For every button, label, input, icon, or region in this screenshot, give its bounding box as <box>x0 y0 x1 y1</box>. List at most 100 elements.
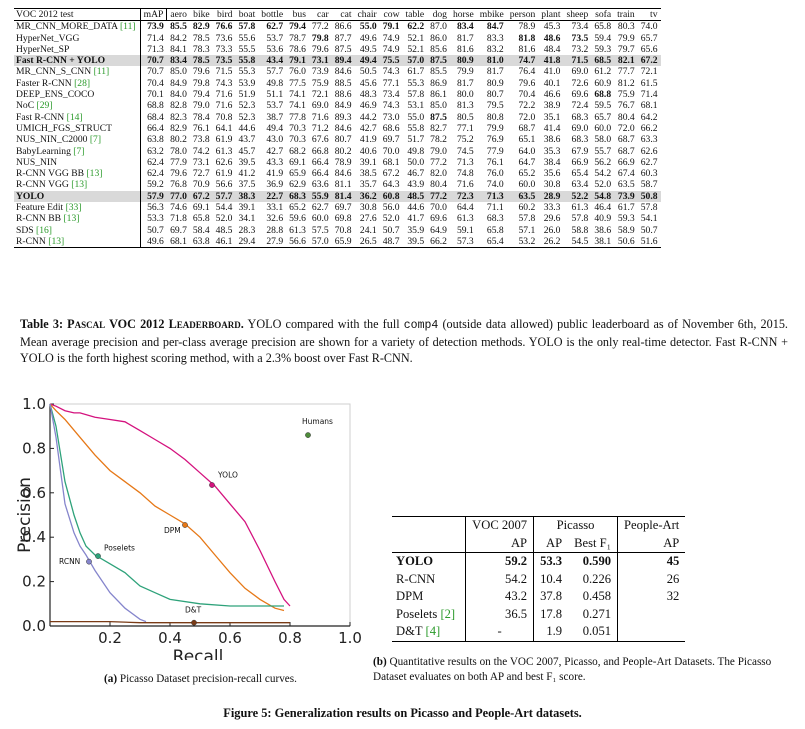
table-row: MR_CNN_MORE_DATA [11] 73.9 85.5 82.9 76.6 57.… <box>14 20 661 33</box>
score-cell: 84.9 <box>170 77 187 89</box>
score-cell: 84.6 <box>334 168 352 180</box>
score-cell: 84.7 <box>486 21 504 33</box>
score-cell: 57.7 <box>212 190 236 203</box>
score-cell: 81.8 <box>518 32 536 44</box>
score-cell: 30.8 <box>359 202 377 214</box>
score-cell: 74.6 <box>170 202 187 214</box>
score-cell: 73.4 <box>571 21 589 33</box>
series-marker-yolo <box>209 482 215 488</box>
score-cell: 52.1 <box>407 43 425 55</box>
score-cell: 72.1 <box>311 89 329 101</box>
score-cell: 76.7 <box>617 100 635 112</box>
score-cell: 38.1 <box>594 235 612 247</box>
score-cell: 63.3 <box>640 134 658 146</box>
score-cell: 26.0 <box>543 224 561 236</box>
score-cell: 43.7 <box>238 134 256 146</box>
method-label: Fast R-CNN + YOLO <box>16 55 106 67</box>
subfigure-a-text: Picasso Dataset precision-recall curves. <box>117 673 297 685</box>
score-cell: 71.5 <box>563 55 592 67</box>
score-cell: 73.0 <box>382 111 400 123</box>
column-header: boat <box>238 9 256 20</box>
score-cell: 72.4 <box>571 100 589 112</box>
score-cell: 50.8 <box>637 190 661 203</box>
x-tick-label: 1.0 <box>338 629 362 647</box>
citation-link[interactable]: [11] <box>93 66 110 78</box>
method-label: Poselets <box>396 606 441 621</box>
method-label: BabyLearning <box>16 145 74 157</box>
citation-link[interactable]: [2] <box>440 606 456 621</box>
score-cell: 65.8 <box>486 224 504 236</box>
column-header: table <box>405 9 425 20</box>
score-cell: 44.2 <box>359 111 377 123</box>
score-cell: 80.8 <box>486 111 504 123</box>
citation-link[interactable]: [13] <box>71 179 88 191</box>
citation-link[interactable]: [7] <box>73 145 85 157</box>
score-cell: 43.9 <box>407 179 425 191</box>
score-cell: 55.6 <box>238 32 256 44</box>
score-cell: 58.0 <box>594 134 612 146</box>
score-cell: 48.5 <box>402 190 428 203</box>
series-marker-humans <box>305 432 311 438</box>
citation-link[interactable]: [13] <box>86 168 103 180</box>
score-cell: 26.5 <box>359 235 377 247</box>
table-row: YOLO 57.9 77.0 67.2 57.7 38.3 22.7 68.3 55.9 81.4… <box>14 190 661 203</box>
x-tick-label: 0.4 <box>158 629 182 647</box>
score-cell: 79.8 <box>192 77 210 89</box>
series-line-d-t <box>50 620 290 624</box>
table3-caption-text1: YOLO compared with the full <box>243 317 404 331</box>
score-cell: 40.9 <box>594 213 612 225</box>
score-cell: 85.6 <box>430 43 447 55</box>
score-cell: 58.4 <box>192 224 210 236</box>
score-cell: 73.9 <box>147 21 164 33</box>
score-cell: 0.051 <box>568 623 619 642</box>
score-cell: 80.9 <box>486 77 504 89</box>
method-name: R-CNN BB [13] <box>14 213 141 225</box>
score-cell: 68.7 <box>617 145 635 157</box>
column-header: bike <box>193 9 210 20</box>
score-cell: 81.1 <box>334 179 352 191</box>
method-label: Fast R-CNN <box>16 111 67 123</box>
citation-link[interactable]: [33] <box>65 202 82 214</box>
series-line-dpm <box>49 403 285 612</box>
score-cell: 62.6 <box>215 156 233 168</box>
series-line-rcnn <box>49 403 147 623</box>
citation-link[interactable]: [7] <box>89 134 102 146</box>
score-cell: 72.6 <box>571 77 589 89</box>
table-row: DEEP_ENS_COCO 70.1 84.0 79.4 71.6 51.9 51.1 74.… <box>14 89 661 101</box>
score-cell: 73.5 <box>212 55 236 67</box>
score-cell: 38.7 <box>266 111 284 123</box>
score-cell: 71.5 <box>215 66 233 78</box>
score-cell: 76.9 <box>486 134 504 146</box>
score-cell: 56.0 <box>382 202 400 214</box>
table-row: YOLO 59.2 53.3 0.590 45 <box>392 552 685 571</box>
citation-link[interactable]: [4] <box>425 624 441 638</box>
score-cell: 63.5 <box>506 190 539 203</box>
score-cell: 60.3 <box>640 168 658 180</box>
score-cell: 48.5 <box>215 224 233 236</box>
score-cell: 39.5 <box>238 156 256 168</box>
score-cell: 77.2 <box>430 156 447 168</box>
score-cell: 68.3 <box>286 190 309 203</box>
score-cell: 59.3 <box>617 213 635 225</box>
score-cell: 41.7 <box>407 213 425 225</box>
score-cell: 77.1 <box>382 77 400 89</box>
citation-link[interactable]: [11] <box>119 21 136 33</box>
citation-link[interactable]: [29] <box>36 100 53 112</box>
score-cell: 73.6 <box>215 32 233 44</box>
citation-link[interactable]: [13] <box>48 235 65 247</box>
score-cell: 65.2 <box>289 202 306 214</box>
citation-link[interactable]: [28] <box>74 77 91 89</box>
score-cell: 53.2 <box>518 235 536 247</box>
score-cell: 52.3 <box>238 100 256 112</box>
score-cell: 68.1 <box>382 156 400 168</box>
citation-link[interactable]: [16] <box>36 224 52 236</box>
citation-link[interactable]: [13] <box>63 213 80 225</box>
score-cell: 53.1 <box>407 100 425 112</box>
score-cell: 73.3 <box>215 43 233 55</box>
score-cell: 57.3 <box>456 235 474 247</box>
citation-link[interactable]: [14] <box>66 111 83 123</box>
score-cell: 51.6 <box>640 235 658 247</box>
score-cell: 0.226 <box>568 570 619 588</box>
column-header: bus <box>292 9 306 20</box>
score-cell: 38.5 <box>359 168 377 180</box>
